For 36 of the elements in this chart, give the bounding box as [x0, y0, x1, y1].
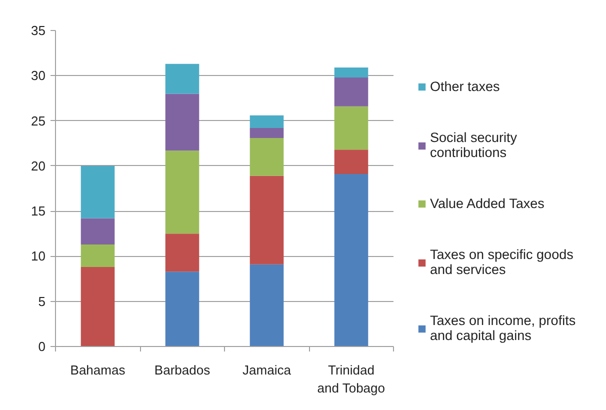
bar [165, 272, 200, 346]
bar [334, 68, 368, 78]
legend-label: Social security contributions [430, 130, 518, 160]
bar [165, 64, 200, 94]
bar [250, 264, 284, 346]
legend-label: Taxes on income, profits and capital gains [430, 313, 576, 343]
bar [334, 106, 368, 150]
y-tick-label: 25 [31, 113, 46, 128]
bar [80, 218, 115, 244]
x-tick-label: Barbados [154, 362, 211, 378]
bar [80, 267, 115, 346]
bar [334, 77, 368, 106]
x-tick-label: Bahamas [70, 362, 126, 378]
legend-label: Other taxes [430, 79, 500, 94]
bar [80, 166, 115, 218]
legend-label: Value Added Taxes [430, 196, 544, 211]
y-tick-label: 30 [31, 68, 46, 84]
bar [165, 150, 200, 234]
bar [250, 115, 284, 128]
y-tick-label: 35 [31, 23, 46, 38]
bar [250, 176, 284, 264]
bar [334, 150, 368, 174]
bar [334, 174, 368, 346]
y-tick-label: 10 [31, 248, 46, 264]
y-tick-label: 15 [31, 204, 46, 219]
bar [165, 94, 200, 151]
y-tick-label: 20 [31, 158, 46, 174]
x-tick-label: Jamaica [242, 362, 292, 378]
bar [165, 234, 200, 272]
bar [80, 244, 115, 268]
bar [250, 128, 284, 138]
x-tick-label: Trinidad and Tobago [317, 362, 385, 396]
y-tick-label: 5 [38, 294, 46, 309]
y-tick-label: 0 [38, 339, 46, 354]
legend-label: Taxes on specific goods and services [430, 247, 574, 277]
bar [250, 138, 284, 176]
